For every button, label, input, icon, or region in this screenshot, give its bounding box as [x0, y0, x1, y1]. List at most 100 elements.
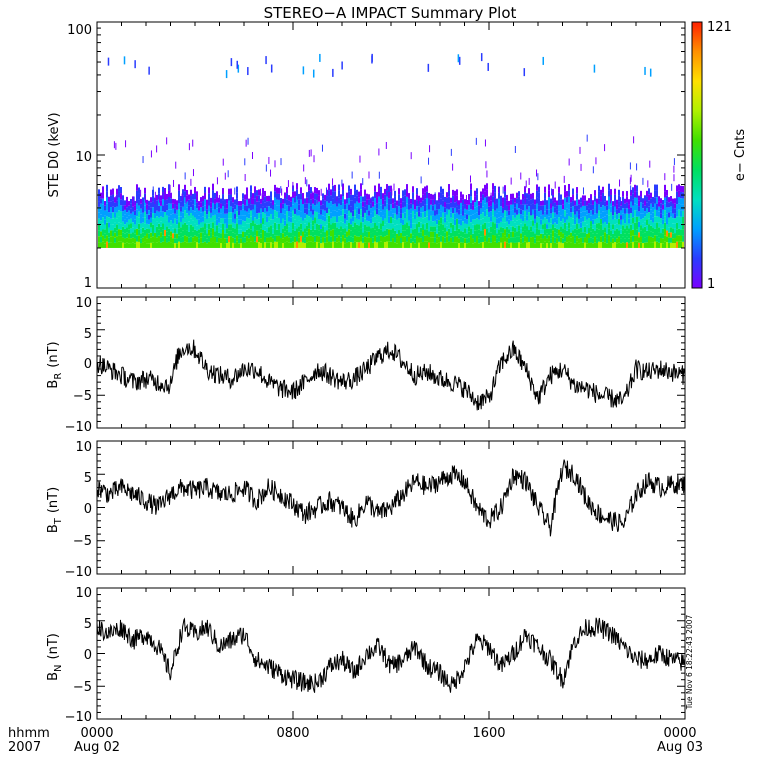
- spectrogram-cell: [260, 203, 262, 209]
- spectrogram-cell: [340, 210, 342, 216]
- spectrogram-cell: [178, 228, 180, 236]
- spectrogram-cell: [352, 205, 354, 211]
- spectrogram-cell: [290, 206, 292, 213]
- spectrogram-cell: [476, 188, 478, 195]
- spectrogram-cell: [436, 243, 438, 248]
- spectrogram-cell: [202, 206, 204, 212]
- spectrogram-cell: [474, 242, 476, 248]
- spectrogram-cell: [208, 235, 210, 242]
- spectrogram-streak: [524, 196, 526, 204]
- spectrogram-cell: [132, 201, 134, 207]
- spectrogram-cell: [510, 237, 512, 243]
- spectrogram-cell: [128, 224, 130, 230]
- bn-ytick-5: 5: [84, 617, 92, 632]
- spectrogram-cell: [460, 236, 462, 243]
- spectrogram-cell: [604, 195, 606, 202]
- spectrogram-cell: [596, 223, 598, 229]
- spectrogram-cell: [542, 224, 544, 229]
- spectrogram-cell: [646, 230, 648, 237]
- spectrogram-cell: [608, 190, 610, 197]
- spectrogram-cell: [616, 238, 618, 244]
- spectrogram-cell: [128, 238, 130, 244]
- spectrogram-cell: [240, 233, 242, 239]
- spectrogram-cell: [482, 236, 484, 243]
- spectrogram-cell: [210, 222, 212, 228]
- spectrogram-cell: [158, 241, 160, 248]
- spectrogram-cell: [250, 222, 252, 230]
- spectrogram-cell: [466, 223, 468, 229]
- spectrogram-cell: [528, 224, 530, 231]
- spectrogram-cell: [204, 217, 206, 224]
- spectrogram-cell: [570, 237, 572, 243]
- spectrogram-cell: [166, 242, 168, 248]
- spectrogram-cell: [270, 242, 272, 248]
- spectrogram-cell: [662, 214, 664, 220]
- spectrogram-cell: [422, 200, 424, 207]
- spectrogram-cell: [402, 201, 404, 208]
- spectrogram-streak: [581, 196, 583, 204]
- spectrogram-cell: [394, 190, 396, 197]
- spectrogram-cell: [542, 243, 544, 248]
- spectrogram-cell: [516, 220, 518, 226]
- spectrogram-cell: [132, 206, 134, 212]
- spectrogram-cell: [676, 229, 678, 236]
- spectrogram-cell: [334, 235, 336, 242]
- bn-ytick-neg5: −5: [73, 680, 92, 695]
- spectrogram-cell: [528, 194, 530, 201]
- spectrogram-cell: [212, 209, 214, 216]
- spectrogram-cell: [304, 233, 306, 239]
- spectrogram-streak: [245, 139, 247, 147]
- spectrogram-cell: [302, 242, 304, 248]
- spectrogram-cell: [662, 223, 664, 229]
- spectrogram-cell: [632, 217, 634, 224]
- spectrogram-cell: [570, 227, 572, 233]
- spectrogram-cell: [266, 195, 268, 202]
- spectrogram-cell: [622, 225, 624, 231]
- spectrogram-cell: [322, 215, 324, 221]
- spectrogram-cell: [194, 241, 196, 248]
- spectrogram-cell: [530, 231, 532, 238]
- spectrogram-cell: [472, 224, 474, 229]
- spectrogram-cell: [428, 236, 430, 243]
- spectrogram-cell: [226, 228, 228, 234]
- spectrogram-cell: [588, 237, 590, 243]
- spectrogram-cell: [644, 242, 646, 248]
- spectrogram-cell: [594, 201, 596, 208]
- spectrogram-cell: [498, 198, 500, 206]
- spectrogram-cell: [284, 198, 286, 204]
- spectrogram-cell: [568, 228, 570, 236]
- spectrogram-cell: [642, 198, 644, 204]
- spectrogram-streak: [268, 156, 270, 164]
- spectrogram-cell: [226, 223, 228, 229]
- spectrogram-cell: [220, 198, 222, 204]
- spectrogram-cell: [578, 199, 580, 205]
- spectrogram-cell: [586, 229, 588, 234]
- spectrogram-streak: [385, 141, 387, 149]
- spectrogram-cell: [642, 203, 644, 209]
- spectrogram-cell: [598, 191, 600, 199]
- spectrogram-cell: [676, 210, 678, 217]
- spectrogram-cell: [522, 215, 524, 222]
- bt-label-sub: T: [53, 517, 64, 525]
- spectrogram-cell: [170, 225, 172, 232]
- spectrogram-cell: [656, 209, 658, 217]
- spectrogram-cell: [360, 209, 362, 216]
- spectrogram-cell: [468, 231, 470, 238]
- spectrogram-cell: [102, 217, 104, 224]
- spectrogram-cell: [178, 190, 180, 198]
- spectrogram-cell: [574, 243, 576, 248]
- spectrogram-cell: [140, 243, 142, 248]
- spectrogram-streak: [125, 140, 127, 148]
- spectrogram-cell: [508, 219, 510, 225]
- spectrogram-cell: [430, 237, 432, 243]
- spectrogram-cell: [430, 193, 432, 200]
- spectrogram-cell: [338, 216, 340, 223]
- spectrogram-cell: [166, 199, 168, 205]
- spectrogram-cell: [288, 200, 290, 206]
- spectrogram-cell: [636, 210, 638, 217]
- spectrogram-streak: [423, 194, 425, 202]
- spectrogram-cell: [410, 238, 412, 244]
- spectrogram-cell: [474, 236, 476, 243]
- spectrogram-cell: [598, 223, 600, 230]
- spectrogram-cell: [328, 235, 330, 242]
